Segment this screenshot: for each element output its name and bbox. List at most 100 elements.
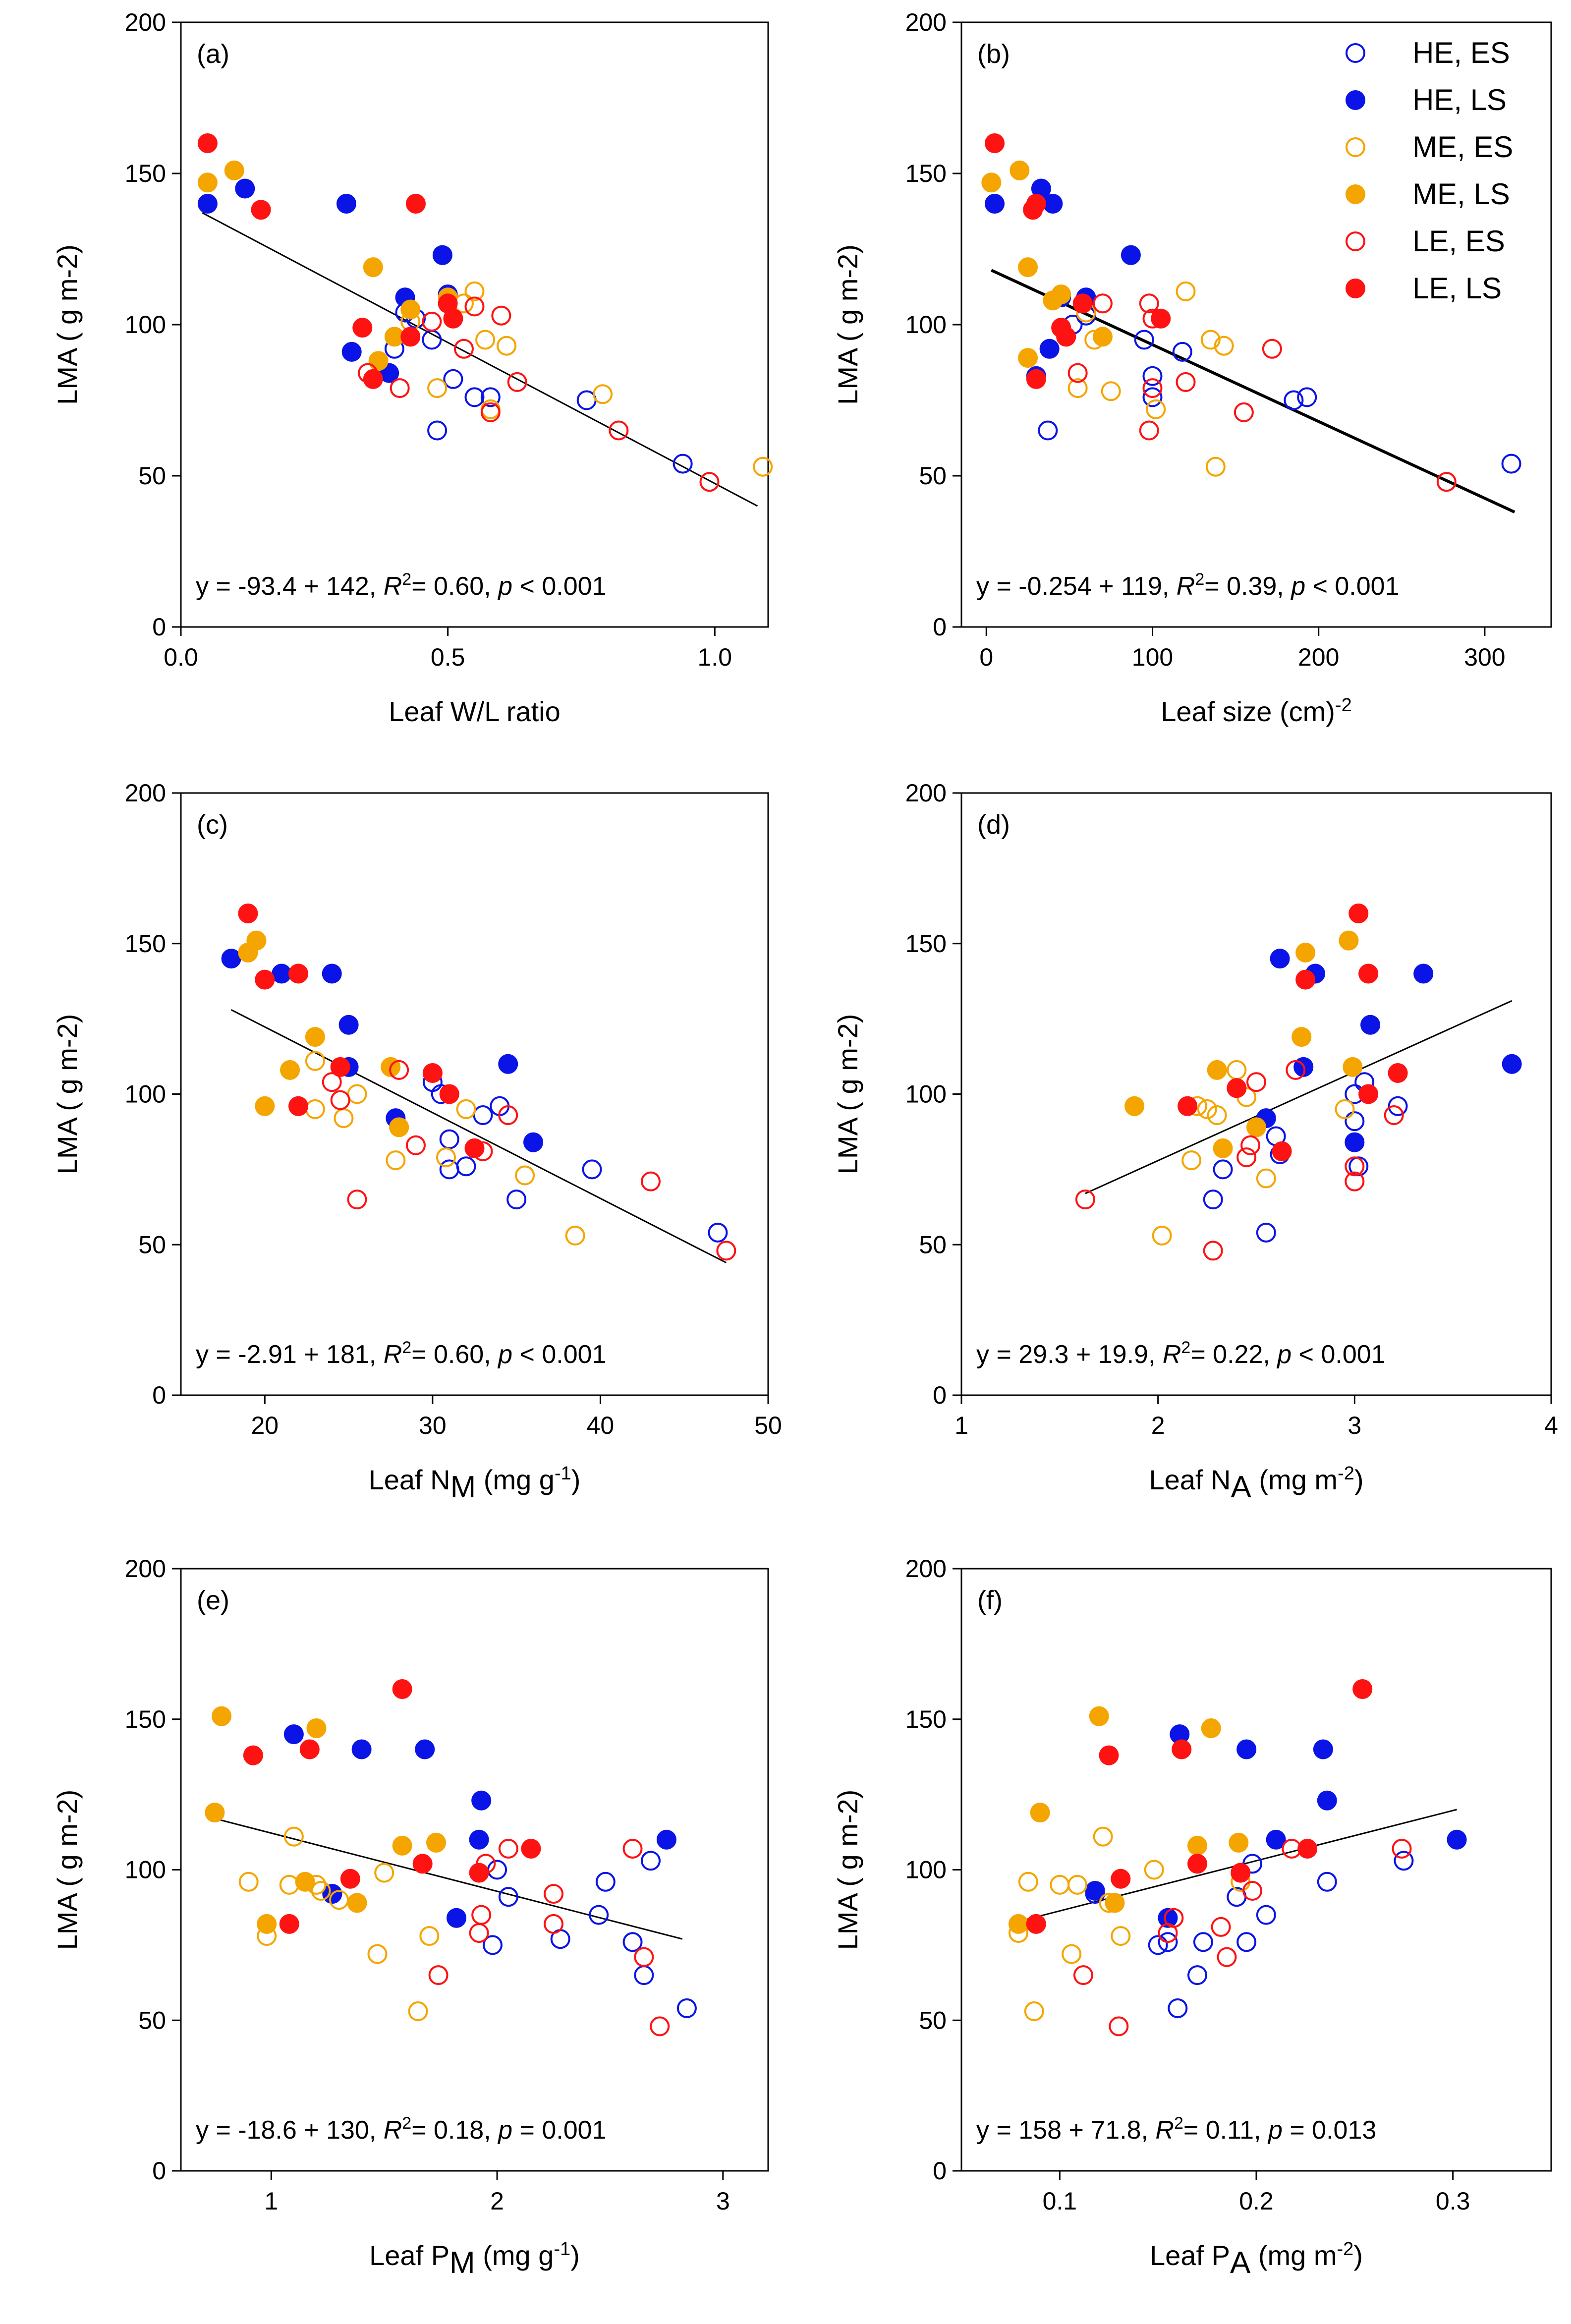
data-point xyxy=(1111,1869,1131,1889)
data-point xyxy=(1151,308,1171,329)
data-point xyxy=(498,1887,518,1907)
data-point xyxy=(197,133,218,153)
equation-p-letter: p xyxy=(497,1340,512,1369)
data-point xyxy=(351,1739,372,1759)
data-point xyxy=(469,1923,489,1943)
data-point xyxy=(1270,949,1290,969)
data-point xyxy=(1144,1860,1164,1880)
data-point xyxy=(1256,1222,1276,1243)
data-point xyxy=(1146,399,1166,419)
y-tick-label: 0 xyxy=(933,1381,947,1409)
data-point xyxy=(439,1129,459,1149)
x-tick-label: 0.1 xyxy=(1043,2187,1077,2215)
x-tick-label: 0.3 xyxy=(1436,2187,1470,2215)
data-point xyxy=(1291,1027,1312,1047)
equation-p-letter: p xyxy=(1276,1340,1291,1369)
equation-r2-value: 0.22 xyxy=(1213,1340,1263,1369)
data-point xyxy=(330,1057,350,1077)
data-point xyxy=(436,1147,456,1168)
x-axis-label-sub: M xyxy=(449,2246,475,2280)
data-point xyxy=(480,402,501,422)
data-point xyxy=(255,969,275,990)
data-point xyxy=(471,1790,492,1811)
data-point xyxy=(1203,1190,1223,1210)
data-point xyxy=(1345,1156,1365,1177)
equation-sep: , xyxy=(1254,2116,1268,2145)
equation-r2-value: 0.60 xyxy=(434,572,484,601)
data-point xyxy=(1242,1881,1263,1901)
data-point xyxy=(1085,1881,1105,1901)
x-axis-label-sub: A xyxy=(1230,2246,1251,2280)
data-point xyxy=(1231,1863,1251,1883)
data-point xyxy=(1018,1871,1038,1892)
data-point xyxy=(515,1165,535,1186)
x-axis-label-sup: -2 xyxy=(1337,2239,1354,2260)
data-point xyxy=(1105,1893,1125,1913)
data-point xyxy=(389,1117,409,1137)
legend-label: LE, LS xyxy=(1412,272,1502,305)
y-tick-label: 100 xyxy=(905,1080,947,1108)
data-point xyxy=(1018,348,1038,368)
data-point xyxy=(221,949,241,969)
x-axis-label: Leaf PA (mg m-2) xyxy=(1150,2239,1363,2280)
x-axis-label-end: ) xyxy=(1354,1464,1364,1495)
data-point xyxy=(985,133,1005,153)
x-tick-label: 4 xyxy=(1544,1412,1558,1439)
data-point xyxy=(1240,1135,1261,1155)
data-point xyxy=(1345,1171,1365,1191)
data-point xyxy=(1050,1874,1070,1895)
equation-r-sup: 2 xyxy=(1195,570,1204,589)
equation-p-letter: p xyxy=(497,2116,512,2145)
data-point xyxy=(306,1718,327,1738)
series-le-es xyxy=(1073,1838,1412,2037)
data-point xyxy=(1139,420,1159,441)
data-point xyxy=(1284,390,1304,410)
x-axis-label-end: ) xyxy=(571,1464,581,1495)
equation-text: y = -93.4 + 142, xyxy=(196,572,384,601)
equation-sep: , xyxy=(1263,1340,1277,1369)
series-me-es xyxy=(1067,281,1234,477)
equation-equals: = xyxy=(1190,1340,1213,1369)
data-point xyxy=(1203,1241,1223,1261)
data-point xyxy=(1384,1105,1404,1126)
data-point xyxy=(392,1679,412,1699)
data-point xyxy=(272,964,292,984)
data-point xyxy=(419,1926,440,1946)
data-point xyxy=(521,1838,541,1859)
equation-p-letter: p xyxy=(1267,2116,1283,2145)
y-tick-label: 50 xyxy=(919,2006,947,2034)
data-point xyxy=(1056,327,1076,347)
data-point xyxy=(305,1099,325,1119)
data-point xyxy=(506,1190,527,1210)
series-le-es xyxy=(1075,1060,1404,1261)
series-me-es xyxy=(1009,1826,1251,2022)
data-point xyxy=(422,311,442,332)
series-me-es xyxy=(1152,1060,1355,1246)
series-le-es xyxy=(322,1060,736,1261)
data-point xyxy=(464,1138,485,1158)
x-tick-label: 100 xyxy=(1132,643,1173,671)
data-point xyxy=(456,1156,476,1177)
y-tick-label: 100 xyxy=(905,311,947,339)
legend-label: HE, ES xyxy=(1412,36,1510,69)
data-point xyxy=(1335,1099,1355,1119)
regression-equation: y = 29.3 + 19.9, R2= 0.22, p < 0.001 xyxy=(976,1338,1386,1369)
data-point xyxy=(1436,472,1457,492)
equation-equals: = xyxy=(1204,572,1227,601)
data-point xyxy=(1187,1835,1207,1856)
x-axis-label-sup: -1 xyxy=(554,2239,570,2260)
data-point xyxy=(243,1745,263,1765)
data-point xyxy=(1193,1932,1213,1952)
data-point xyxy=(480,387,501,407)
y-axis-label: LMA ( g m-2) xyxy=(832,1790,863,1950)
data-point xyxy=(288,964,308,984)
panel-f: 0 50 100 150 200 0.1 0.2 0.3 LMA ( g m-2) Leaf PA… xyxy=(832,1555,1552,2280)
x-axis-label-post: (mg m xyxy=(1250,2240,1337,2271)
legend-label: ME, ES xyxy=(1412,130,1513,164)
panel-b: 0 50 100 150 200 0 100 200 300 LMA ( g m-2) Leaf s… xyxy=(832,8,1552,727)
data-point xyxy=(1158,1908,1178,1928)
data-point xyxy=(1262,339,1282,359)
data-point xyxy=(1413,964,1434,984)
series-le-ls xyxy=(238,904,485,1158)
data-point xyxy=(1207,1105,1227,1126)
